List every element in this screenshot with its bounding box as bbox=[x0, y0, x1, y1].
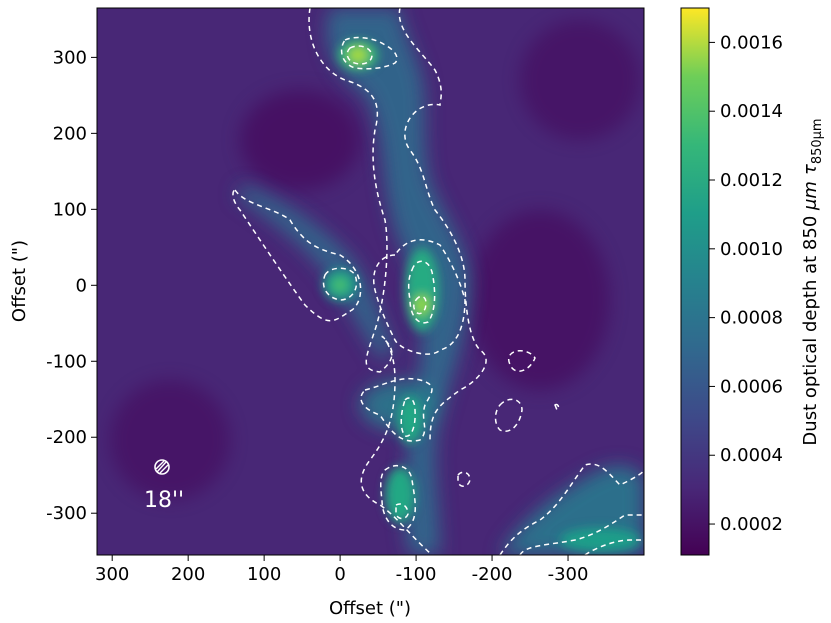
contour-south-knot-1 bbox=[400, 397, 416, 437]
colorbar-tick-label: 0.0014 bbox=[720, 101, 783, 122]
colorbar-tick-label: 0.0012 bbox=[720, 170, 783, 191]
contour-east-blob-3 bbox=[457, 471, 471, 487]
low-emission-region bbox=[240, 90, 360, 190]
x-tick-label: 300 bbox=[95, 564, 129, 585]
contour-southeast-core bbox=[584, 539, 644, 555]
y-tick-label: 200 bbox=[53, 123, 87, 144]
core-central-peak bbox=[414, 295, 430, 315]
y-tick-label: 300 bbox=[53, 47, 87, 68]
contour-southeast-outer bbox=[499, 463, 644, 555]
filament-envelope bbox=[326, 8, 470, 555]
colorbar-tick-label: 0.0004 bbox=[720, 445, 783, 466]
contour-north-inner bbox=[346, 45, 373, 65]
contour-outer-main-east bbox=[398, 8, 487, 441]
x-tick-label: 0 bbox=[334, 564, 345, 585]
y-axis: 300 200 100 0 -100 -200 -300 bbox=[46, 47, 97, 524]
contour-knot bbox=[360, 378, 433, 442]
low-emission-region bbox=[110, 380, 230, 500]
heatmap-image bbox=[97, 8, 644, 555]
contour-central-core bbox=[407, 260, 436, 324]
beam-label: 18'' bbox=[144, 488, 184, 513]
x-tick-label: -200 bbox=[472, 564, 513, 585]
core-south-1 bbox=[398, 396, 422, 444]
y-tick-label: -300 bbox=[46, 503, 87, 524]
contour-east-blob-1 bbox=[507, 350, 536, 372]
colorbar-ticks: 0.0002 0.0004 0.0006 0.0008 0.0010 0.0012 0.00… bbox=[709, 32, 783, 535]
contour-west-core bbox=[322, 267, 358, 301]
contour-outer-secondary bbox=[232, 189, 362, 322]
colorbar-tick-label: 0.0002 bbox=[720, 514, 783, 535]
contour-central-peak bbox=[413, 295, 427, 315]
beam-marker: 18'' bbox=[144, 459, 184, 513]
contour-southeast-inner bbox=[519, 514, 644, 555]
contour-south-knot-2 bbox=[395, 503, 409, 520]
low-emission-region bbox=[470, 210, 610, 390]
x-tick-label: 100 bbox=[247, 564, 281, 585]
beam-hatch bbox=[155, 460, 165, 470]
beam-circle bbox=[154, 459, 170, 475]
colorbar bbox=[680, 7, 710, 556]
core-north-peak bbox=[349, 47, 367, 63]
colorbar-tick-label: 0.0006 bbox=[720, 376, 783, 397]
y-tick-label: 0 bbox=[76, 275, 87, 296]
colorbar-tick-label: 0.0008 bbox=[720, 308, 783, 329]
x-tick-label: -300 bbox=[548, 564, 589, 585]
core-central bbox=[405, 248, 439, 332]
secondary-filament-envelope bbox=[235, 185, 395, 360]
contour-outer-loop bbox=[373, 239, 466, 355]
x-tick-label: -100 bbox=[396, 564, 437, 585]
x-axis-label: Offset (") bbox=[329, 598, 411, 619]
beam-hatch bbox=[159, 464, 169, 474]
y-axis-label: Offset (") bbox=[9, 240, 30, 322]
contour-north-outer bbox=[340, 36, 398, 70]
contour-east-blob-2 bbox=[494, 398, 523, 432]
plot-frame bbox=[96, 7, 645, 556]
colorbar-label: Dust optical depth at 850 μmτ850μm bbox=[800, 118, 825, 445]
y-tick-label: -100 bbox=[46, 351, 87, 372]
colorbar-tick-label: 0.0016 bbox=[720, 32, 783, 53]
beam-hatch bbox=[156, 461, 167, 473]
y-tick-label: 100 bbox=[53, 199, 87, 220]
source-cores bbox=[323, 40, 640, 552]
colorbar-tick-label: 0.0010 bbox=[720, 239, 783, 260]
contour-east-blob-4 bbox=[554, 403, 560, 412]
x-tick-label: 200 bbox=[171, 564, 205, 585]
x-axis: 300 200 100 0 -100 -200 -300 bbox=[95, 555, 588, 585]
core-southeast bbox=[560, 528, 640, 552]
y-tick-label: -200 bbox=[46, 427, 87, 448]
low-emission-region bbox=[520, 20, 640, 140]
contours bbox=[232, 8, 644, 555]
core-west-peak bbox=[333, 278, 347, 292]
